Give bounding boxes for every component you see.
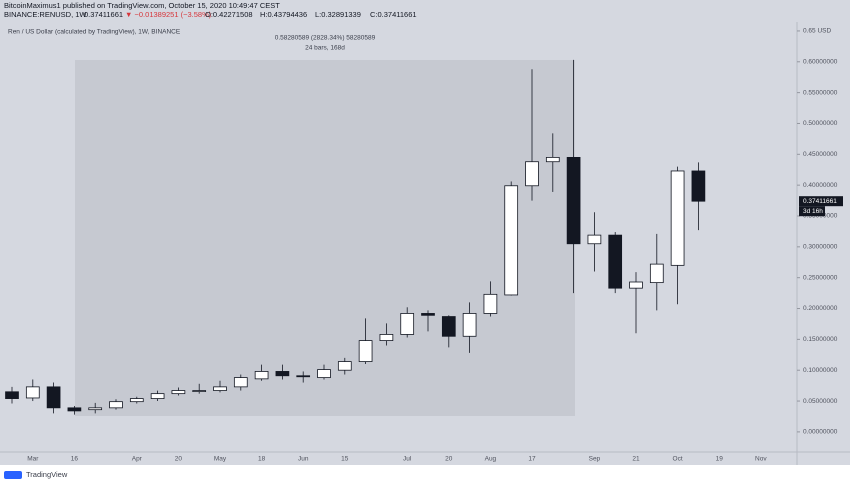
y-tick-label: 0.50000000: [803, 120, 838, 127]
x-tick-label: Nov: [755, 456, 767, 463]
countdown-label: 3d 16h: [803, 208, 823, 215]
x-tick-label: 20: [175, 456, 183, 463]
y-tick-label: 0.60000000: [803, 59, 838, 66]
candle-body: [275, 371, 290, 377]
candle-body: [254, 371, 269, 380]
x-tick-label: Aug: [485, 456, 497, 463]
candle-body: [296, 375, 311, 378]
x-tick-label: 17: [528, 456, 536, 463]
candle-body: [150, 393, 165, 399]
y-tick-label: 0.35000000: [803, 213, 838, 220]
last-price-label: 0.37411661: [803, 198, 837, 205]
symbol: BINANCE:RENUSD, 1W: [4, 10, 87, 19]
candle-body: [670, 170, 685, 266]
candle-body: [400, 313, 415, 335]
candle-body: [525, 161, 539, 187]
x-tick-label: 16: [71, 456, 79, 463]
publisher: BitcoinMaximus1 published on TradingView…: [4, 1, 280, 10]
x-tick-label: 21: [632, 456, 640, 463]
open: O:0.42271508: [205, 10, 253, 19]
measure-label: 24 bars, 168d: [305, 45, 345, 52]
candle-body: [88, 407, 103, 411]
x-tick-label: May: [214, 456, 227, 463]
chart-title: Ren / US Dollar (calculated by TradingVi…: [8, 29, 181, 36]
x-tick-label: Mar: [27, 456, 39, 463]
measure-label: 0.58280589 (2828.34%) 58280589: [275, 35, 376, 42]
y-tick-label: 0.30000000: [803, 244, 838, 251]
candle-body: [566, 156, 581, 245]
candle-body: [233, 377, 248, 388]
candle-body: [421, 313, 435, 316]
candle-body: [192, 390, 207, 392]
candle-body: [171, 390, 186, 395]
tradingview-logo: TradingView: [4, 470, 68, 479]
countdown-box: [799, 206, 825, 217]
x-tick-label: Sep: [589, 456, 601, 463]
candle-body: [5, 391, 19, 399]
measure-range: [75, 60, 575, 416]
candle-body: [462, 313, 477, 337]
x-tick-label: 18: [258, 456, 266, 463]
candle-body: [358, 340, 373, 362]
close: C:0.37411661: [370, 10, 417, 19]
y-tick-label: 0.25000000: [803, 274, 838, 281]
candle-body: [379, 334, 394, 341]
y-tick-label: 0.10000000: [803, 367, 838, 374]
y-tick-label: 0.45000000: [803, 151, 838, 158]
last-price-box: [799, 196, 843, 207]
candle-body: [337, 361, 352, 371]
y-tick-label: 0.55000000: [803, 89, 838, 96]
candle-body: [649, 263, 664, 284]
candle-body: [129, 398, 144, 403]
x-tick-label: Apr: [132, 456, 143, 463]
candle-body: [608, 234, 623, 289]
x-tick-label: 20: [445, 456, 453, 463]
candle-body: [317, 369, 331, 379]
candle-body: [691, 170, 706, 202]
candle-body: [46, 386, 61, 409]
change: ▼ −0.01389251 (−3.58%): [125, 10, 212, 19]
candle-body: [587, 234, 602, 245]
candle-body: [213, 386, 227, 391]
x-tick-label: 19: [716, 456, 724, 463]
x-tick-label: Oct: [673, 456, 683, 463]
candle-body: [504, 185, 519, 296]
candle-body: [25, 386, 40, 399]
y-tick-label: 0.65 USD: [803, 28, 831, 35]
candle-body: [483, 293, 498, 314]
candle-body: [441, 316, 456, 337]
y-tick-label: 0.20000000: [803, 305, 838, 312]
candle-body: [67, 407, 82, 412]
y-tick-label: 0.05000000: [803, 398, 838, 405]
last-price: 0.37411661: [84, 10, 123, 19]
candle-body: [109, 401, 123, 409]
x-tick-label: Jun: [298, 456, 309, 463]
y-tick-label: 0.40000000: [803, 182, 838, 189]
y-tick-label: 0.00000000: [803, 429, 838, 436]
logo-text: TradingView: [26, 470, 68, 479]
low: L:0.32891339: [315, 10, 361, 19]
x-tick-label: 15: [341, 456, 349, 463]
candle-body: [545, 156, 560, 163]
logo-icon: [4, 471, 22, 479]
y-tick-label: 0.15000000: [803, 336, 838, 343]
x-tick-label: Jul: [403, 456, 412, 463]
high: H:0.43794436: [260, 10, 307, 19]
candle-body: [629, 281, 643, 289]
